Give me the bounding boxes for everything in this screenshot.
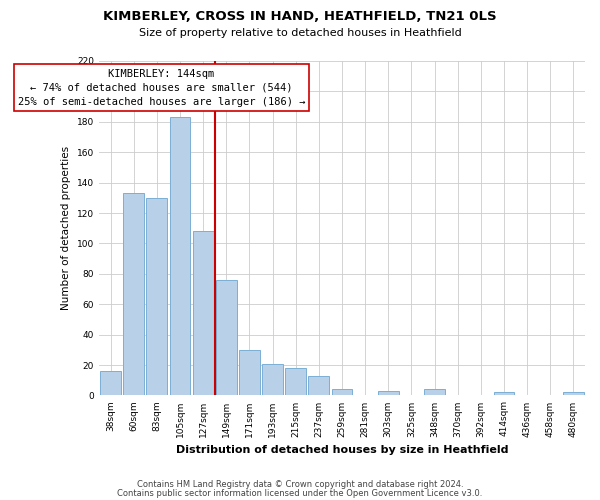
Bar [332, 390, 352, 396]
Bar [563, 392, 584, 396]
X-axis label: Distribution of detached houses by size in Heathfield: Distribution of detached houses by size … [176, 445, 508, 455]
Y-axis label: Number of detached properties: Number of detached properties [61, 146, 71, 310]
Text: Contains HM Land Registry data © Crown copyright and database right 2024.: Contains HM Land Registry data © Crown c… [137, 480, 463, 489]
Bar [100, 371, 121, 396]
Bar [262, 364, 283, 396]
Bar [216, 280, 236, 396]
Text: Contains public sector information licensed under the Open Government Licence v3: Contains public sector information licen… [118, 489, 482, 498]
Bar [378, 391, 398, 396]
Bar [239, 350, 260, 396]
Bar [193, 232, 214, 396]
Bar [170, 117, 190, 396]
Bar [285, 368, 306, 396]
Bar [308, 376, 329, 396]
Text: KIMBERLEY, CROSS IN HAND, HEATHFIELD, TN21 0LS: KIMBERLEY, CROSS IN HAND, HEATHFIELD, TN… [103, 10, 497, 23]
Text: KIMBERLEY: 144sqm
← 74% of detached houses are smaller (544)
25% of semi-detache: KIMBERLEY: 144sqm ← 74% of detached hous… [18, 68, 305, 106]
Text: Size of property relative to detached houses in Heathfield: Size of property relative to detached ho… [139, 28, 461, 38]
Bar [424, 390, 445, 396]
Bar [123, 194, 144, 396]
Bar [146, 198, 167, 396]
Bar [494, 392, 514, 396]
